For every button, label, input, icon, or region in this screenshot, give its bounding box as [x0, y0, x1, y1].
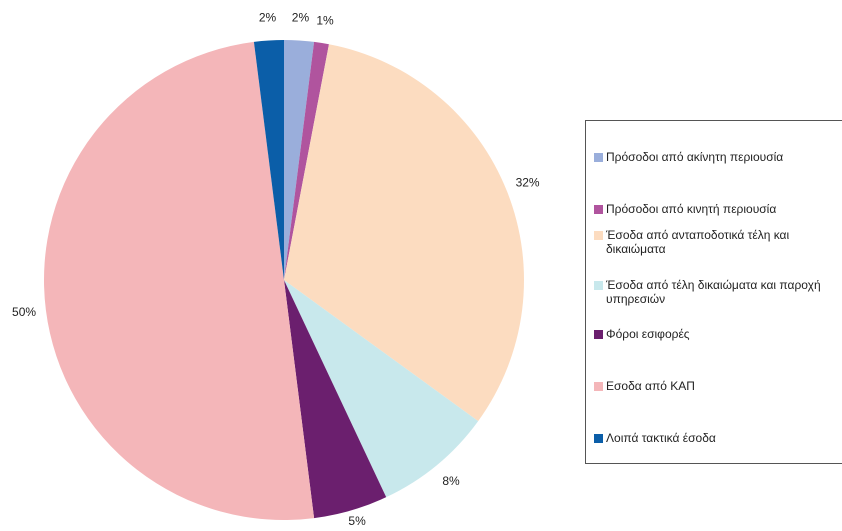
legend-swatch	[594, 153, 603, 162]
legend-swatch	[594, 330, 603, 339]
pie-slice	[284, 280, 479, 498]
pie-slice	[284, 280, 387, 519]
legend-item: Φόροι εσιφορές	[594, 327, 842, 341]
legend-label: Έσοδα από ανταποδοτικά τέλη και δικαιώμα…	[606, 228, 790, 256]
data-label: 1%	[316, 13, 334, 27]
legend-item: Εσοδα από ΚΑΠ	[594, 379, 842, 393]
data-label: 8%	[442, 474, 460, 488]
pie-slice	[284, 41, 329, 280]
data-label: 5%	[348, 514, 366, 528]
legend-swatch	[594, 434, 603, 443]
legend-swatch	[594, 281, 603, 290]
legend-item: Πρόσοδοι από κινητή περιουσία	[594, 202, 842, 216]
legend-label: Εσοδα από ΚΑΠ	[606, 379, 695, 393]
legend-label: Πρόσοδοι από ακίνητη περιουσία	[606, 150, 784, 164]
legend-label: Φόροι εσιφορές	[606, 327, 690, 341]
legend-label: Λοιπά τακτικά έσοδα	[606, 431, 716, 445]
legend-item: Έσοδα από τέλη δικαιώματα και παροχή υπη…	[594, 278, 842, 306]
legend-item: Λοιπά τακτικά έσοδα	[594, 431, 842, 445]
legend-swatch	[594, 382, 603, 391]
legend: Πρόσοδοι από ακίνητη περιουσία Πρόσοδοι α…	[585, 120, 842, 464]
pie-slice	[284, 44, 525, 422]
legend-item: Έσοδα από ανταποδοτικά τέλη και δικαιώμα…	[594, 228, 842, 256]
data-label: 2%	[259, 11, 277, 25]
pie-slice	[253, 40, 284, 280]
data-label: 2%	[292, 11, 310, 25]
pie-slice	[44, 41, 315, 521]
pie-slice	[284, 40, 315, 280]
legend-item: Πρόσοδοι από ακίνητη περιουσία	[594, 150, 842, 164]
legend-label: Έσοδα από τέλη δικαιώματα και παροχή υπη…	[606, 278, 821, 306]
legend-swatch	[594, 231, 603, 240]
legend-label: Πρόσοδοι από κινητή περιουσία	[606, 202, 777, 216]
data-label: 32%	[516, 176, 540, 190]
data-label: 50%	[12, 305, 36, 319]
legend-swatch	[594, 205, 603, 214]
